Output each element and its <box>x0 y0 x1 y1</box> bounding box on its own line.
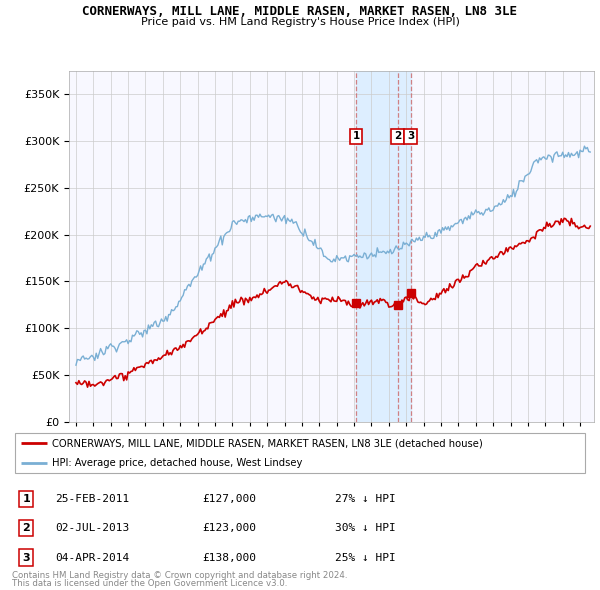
FancyBboxPatch shape <box>15 433 584 473</box>
Text: HPI: Average price, detached house, West Lindsey: HPI: Average price, detached house, West… <box>52 458 302 467</box>
Text: 1: 1 <box>22 494 30 504</box>
Text: 3: 3 <box>407 132 414 142</box>
Text: 02-JUL-2013: 02-JUL-2013 <box>55 523 130 533</box>
Text: CORNERWAYS, MILL LANE, MIDDLE RASEN, MARKET RASEN, LN8 3LE (detached house): CORNERWAYS, MILL LANE, MIDDLE RASEN, MAR… <box>52 438 483 448</box>
Text: £123,000: £123,000 <box>202 523 256 533</box>
Text: 25% ↓ HPI: 25% ↓ HPI <box>335 553 395 562</box>
Text: 3: 3 <box>22 553 30 562</box>
Text: Contains HM Land Registry data © Crown copyright and database right 2024.: Contains HM Land Registry data © Crown c… <box>12 571 347 580</box>
Text: 27% ↓ HPI: 27% ↓ HPI <box>335 494 395 504</box>
Text: 2: 2 <box>22 523 30 533</box>
Text: £138,000: £138,000 <box>202 553 256 562</box>
Text: 2: 2 <box>394 132 401 142</box>
Text: 1: 1 <box>353 132 360 142</box>
Text: 04-APR-2014: 04-APR-2014 <box>55 553 130 562</box>
Text: CORNERWAYS, MILL LANE, MIDDLE RASEN, MARKET RASEN, LN8 3LE: CORNERWAYS, MILL LANE, MIDDLE RASEN, MAR… <box>83 5 517 18</box>
Text: 25-FEB-2011: 25-FEB-2011 <box>55 494 130 504</box>
Bar <box>356 71 410 422</box>
Text: This data is licensed under the Open Government Licence v3.0.: This data is licensed under the Open Gov… <box>12 579 287 588</box>
Text: Price paid vs. HM Land Registry's House Price Index (HPI): Price paid vs. HM Land Registry's House … <box>140 17 460 27</box>
Text: £127,000: £127,000 <box>202 494 256 504</box>
Text: 30% ↓ HPI: 30% ↓ HPI <box>335 523 395 533</box>
